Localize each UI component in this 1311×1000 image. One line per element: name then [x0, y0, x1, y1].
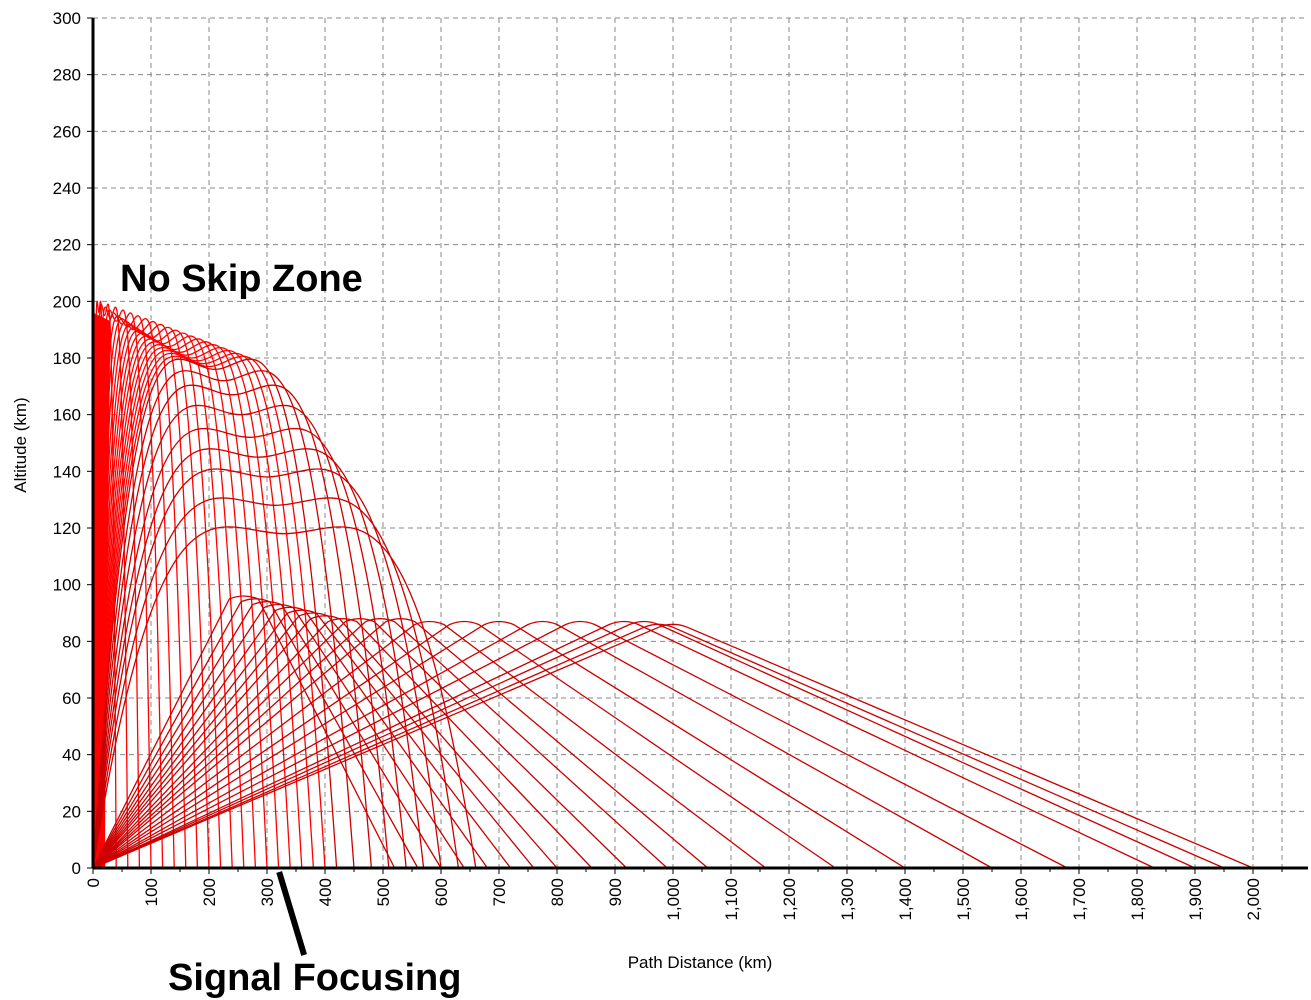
ray-path-0-5: [92, 315, 164, 869]
grid-lines: [93, 17, 1308, 868]
ray-path-0-13: [92, 338, 257, 869]
x-tick-label-1900: 1,900: [1186, 878, 1205, 921]
x-tick-label-1500: 1,500: [954, 878, 973, 921]
x-tick-label-300: 300: [258, 878, 277, 906]
axes: [87, 17, 1308, 874]
x-tick-label-2000: 2,000: [1244, 878, 1263, 921]
ray-path-2-8: [92, 618, 593, 869]
y-tick-label-240: 240: [53, 179, 81, 198]
ray-path-2-16: [92, 620, 1068, 869]
ray-path-1-2: [92, 384, 373, 869]
annotations: No Skip Zone Signal Focusing: [120, 258, 461, 999]
x-tick-label-700: 700: [490, 878, 509, 906]
x-tick-label-1700: 1,700: [1070, 878, 1089, 921]
annotation-signal-focusing-arrow: [276, 871, 307, 956]
x-tick-label-800: 800: [548, 878, 567, 906]
x-tick-label-1100: 1,100: [722, 878, 741, 921]
ray-path-0-12: [92, 335, 245, 869]
ray-path-1-3: [92, 404, 390, 869]
y-tick-label-200: 200: [53, 292, 81, 311]
ray-path-0-18: [92, 352, 315, 869]
ray-path-2-9: [92, 618, 628, 869]
x-tick-label-900: 900: [606, 878, 625, 906]
y-tick-label-260: 260: [53, 122, 81, 141]
ray-path-1-1: [92, 370, 355, 869]
x-tick-label-0: 0: [84, 878, 103, 887]
y-tick-label-160: 160: [53, 406, 81, 425]
x-tick-label-100: 100: [142, 878, 161, 906]
ray-path-2-11: [92, 618, 709, 869]
ray-path-2-13: [92, 620, 836, 869]
y-tick-label-140: 140: [53, 462, 81, 481]
ray-path-0-16: [92, 346, 291, 869]
ray-path-2-20: [92, 623, 1254, 869]
ray-path-1-7: [92, 497, 460, 869]
ray-path-2-14: [92, 620, 906, 869]
x-tick-label-1300: 1,300: [838, 878, 857, 921]
x-axis-label: Path Distance (km): [628, 953, 773, 972]
y-tick-label-280: 280: [53, 66, 81, 85]
ray-path-2-17: [92, 620, 1155, 869]
y-tick-label-180: 180: [53, 349, 81, 368]
ray-path-2-4: [92, 606, 488, 869]
ray-paths: [92, 300, 1254, 869]
y-tick-label-220: 220: [53, 236, 81, 255]
ray-path-1-4: [92, 427, 407, 869]
ray-path-2-6: [92, 612, 535, 869]
y-tick-label-80: 80: [62, 632, 81, 651]
y-tick-label-60: 60: [62, 689, 81, 708]
x-tick-label-400: 400: [316, 878, 335, 906]
ray-path-2-15: [92, 620, 993, 869]
tick-labels: 0 20 40 60 80 100 120 140 160 180 200 220 240 260 280 3…: [53, 9, 1263, 921]
annotation-signal-focusing: Signal Focusing: [168, 957, 461, 999]
ray-path-0-1: [92, 303, 117, 869]
x-tick-label-600: 600: [432, 878, 451, 906]
ray-path-1-6: [92, 468, 442, 869]
ray-path-0-14: [92, 341, 268, 869]
y-tick-label-120: 120: [53, 519, 81, 538]
ray-path-1-8: [92, 526, 477, 869]
x-tick-label-1800: 1,800: [1128, 878, 1147, 921]
ray-path-0-19: [92, 355, 326, 869]
ray-path-2-10: [92, 618, 668, 869]
ray-path-1-0: [92, 358, 338, 869]
x-tick-label-1600: 1,600: [1012, 878, 1031, 921]
y-tick-label-300: 300: [53, 9, 81, 28]
y-tick-label-20: 20: [62, 802, 81, 821]
y-tick-label-40: 40: [62, 746, 81, 765]
ray-path-1-5: [92, 448, 425, 869]
x-tick-label-200: 200: [200, 878, 219, 906]
x-tick-label-1000: 1,000: [664, 878, 683, 921]
ray-path-0-6: [92, 318, 175, 869]
x-tick-label-1400: 1,400: [896, 878, 915, 921]
x-tick-label-500: 500: [374, 878, 393, 906]
ray-path-2-18: [92, 620, 1196, 869]
annotation-no-skip-zone: No Skip Zone: [120, 258, 363, 300]
y-axis-label: Altitude (km): [11, 397, 30, 492]
x-tick-label-1200: 1,200: [780, 878, 799, 921]
y-tick-label-100: 100: [53, 576, 81, 595]
ray-path-0-17: [92, 349, 303, 869]
ray-path-2-19: [92, 623, 1225, 869]
ray-path-2-12: [92, 620, 767, 869]
ray-path-0-15: [92, 344, 280, 869]
y-tick-label-0: 0: [72, 859, 81, 878]
